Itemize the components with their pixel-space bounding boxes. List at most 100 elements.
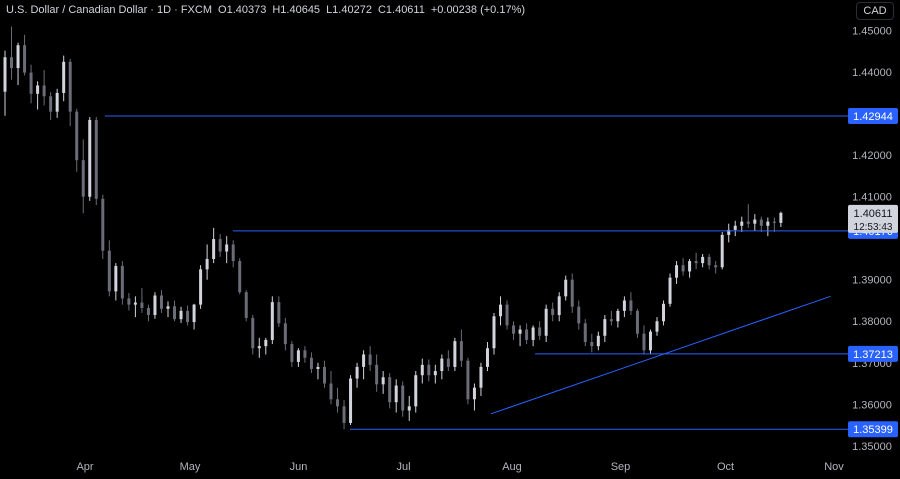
candle	[277, 296, 281, 328]
candle-body	[368, 354, 372, 365]
price-axis[interactable]: 1.45000 1.44000 1.42000 1.41000 1.39000 1.380…	[848, 26, 898, 453]
candle-body	[479, 366, 483, 388]
candle	[531, 325, 535, 347]
candle-body	[714, 265, 718, 268]
candle-body	[759, 219, 763, 226]
candle	[10, 26, 14, 80]
time-tick-label: Jul	[396, 461, 410, 473]
time-tick-label: Oct	[717, 461, 734, 473]
candle-body	[596, 335, 600, 347]
candle	[55, 88, 59, 118]
currency-button[interactable]: CAD	[856, 2, 894, 20]
candle-body	[316, 366, 320, 369]
candle-body	[192, 304, 196, 323]
candle	[779, 211, 783, 228]
candle-body	[544, 308, 548, 336]
candle	[635, 308, 639, 338]
candle-body	[29, 72, 33, 94]
candle-body	[23, 45, 27, 73]
candle-body	[336, 399, 340, 407]
symbol-title[interactable]: U.S. Dollar / Canadian Dollar · 1D · FXC…	[6, 4, 213, 16]
candle	[557, 292, 561, 322]
candle	[88, 117, 92, 201]
candle-body	[251, 317, 255, 349]
candle	[616, 308, 620, 328]
candle	[186, 305, 190, 326]
candle	[720, 232, 724, 270]
time-tick-label: May	[180, 461, 201, 473]
candle	[3, 50, 7, 116]
candle	[238, 258, 242, 295]
last-price-bg	[848, 204, 898, 233]
candle-body	[309, 357, 313, 369]
candle	[199, 265, 203, 309]
candle	[681, 258, 685, 276]
candle-body	[49, 96, 53, 112]
candle	[759, 216, 763, 232]
ohlc-low: L1.40272	[326, 4, 372, 16]
candle-body	[270, 302, 274, 340]
candle-body	[727, 229, 731, 235]
level-price-label: 1.42944	[848, 108, 898, 125]
candle-body	[42, 85, 46, 97]
candle	[518, 325, 522, 347]
candle-body	[394, 385, 398, 403]
time-tick-label: Aug	[502, 461, 522, 473]
candle	[740, 216, 744, 232]
candle-body	[329, 383, 333, 400]
candle	[205, 244, 209, 280]
candle	[23, 34, 27, 76]
candle-body	[10, 57, 14, 69]
candle	[336, 387, 340, 413]
candle	[727, 223, 731, 243]
candle	[655, 317, 659, 336]
candle-body	[492, 316, 496, 349]
candle-body	[322, 366, 326, 384]
candle	[440, 354, 444, 380]
candle	[303, 346, 307, 363]
last-price-marker: 1.40611 12:53:43	[848, 204, 898, 233]
candle-body	[407, 406, 411, 411]
candle	[485, 342, 489, 372]
time-axis[interactable]: Apr May Jun Jul Aug Sep Oct Nov	[76, 461, 844, 473]
candle-body	[68, 61, 72, 112]
candle	[733, 220, 737, 237]
candle-body	[688, 261, 692, 272]
candle-body	[577, 306, 581, 324]
candle-body	[701, 256, 705, 264]
candle	[401, 381, 405, 417]
candle	[427, 359, 431, 382]
candle-body	[36, 85, 40, 94]
candle	[583, 319, 587, 347]
candle-body	[81, 160, 85, 197]
ohlc-high: H1.40645	[272, 4, 321, 16]
candle-body	[342, 406, 346, 423]
candle	[192, 303, 196, 330]
candle	[231, 240, 235, 268]
price-tick-label: 1.44000	[852, 67, 892, 79]
candle-body	[499, 304, 503, 317]
candle-body	[583, 323, 587, 342]
candle	[94, 117, 98, 206]
candle	[362, 350, 366, 380]
candle-body	[668, 277, 672, 304]
candle	[564, 275, 568, 301]
candle-body	[173, 306, 177, 320]
candle-body	[153, 295, 157, 316]
time-tick-label: Nov	[824, 461, 844, 473]
candle	[753, 214, 757, 231]
candle	[551, 302, 555, 322]
candle-body	[746, 221, 750, 224]
candle-body	[433, 371, 437, 376]
candle	[107, 240, 111, 297]
candle-body	[616, 310, 620, 322]
candle	[225, 236, 229, 264]
candle	[642, 325, 646, 355]
candle-body	[512, 325, 516, 334]
candle	[316, 362, 320, 380]
candle-body	[564, 279, 568, 297]
candle-body	[179, 310, 183, 320]
ohlc-close: C1.40611	[377, 4, 425, 16]
candle	[62, 55, 66, 102]
